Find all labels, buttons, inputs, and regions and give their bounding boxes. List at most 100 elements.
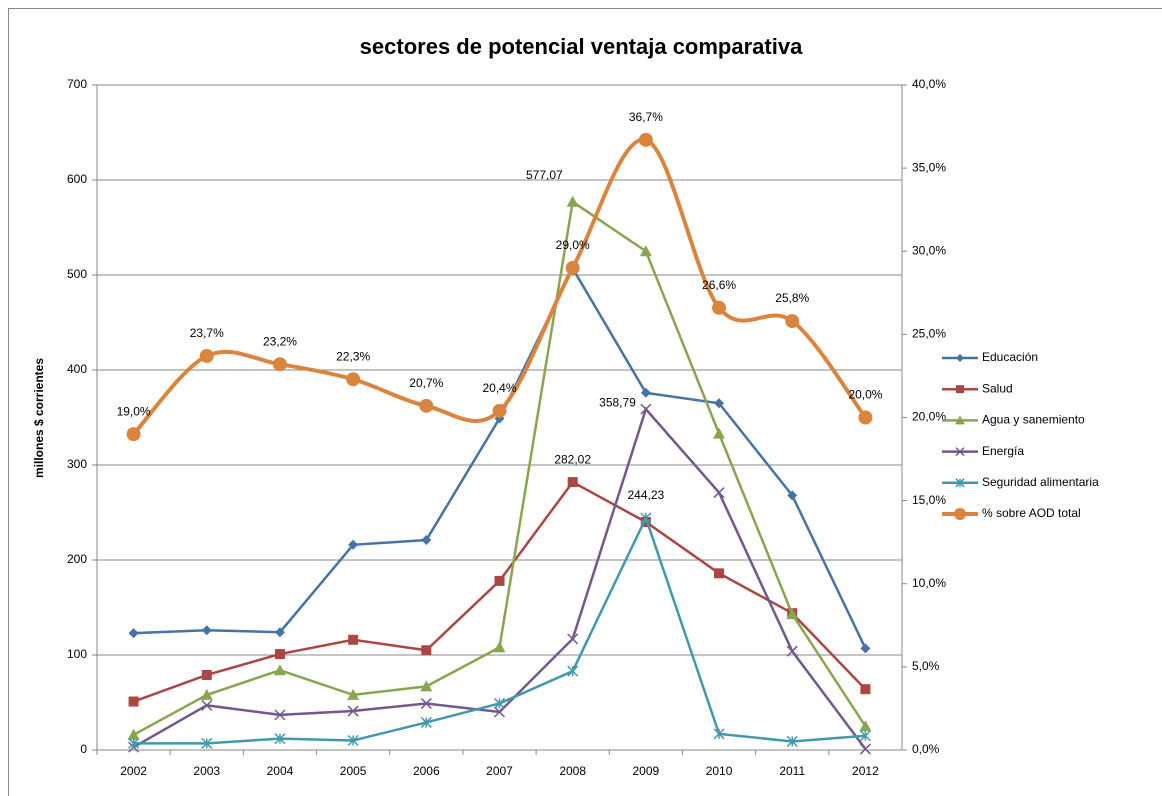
data-label: 29,0% [556,238,590,252]
x-tick-label: 2008 [559,764,586,778]
marker [420,716,432,728]
y2-tick-label: 35,0% [912,160,946,174]
marker [567,633,579,645]
data-label: 358,79 [599,395,636,409]
data-label: 23,7% [190,326,224,340]
marker [713,487,725,499]
y-axis-label: millones $ corrientes [32,358,46,478]
y-tick-label: 600 [67,172,87,186]
marker [200,688,213,700]
legend-label: % sobre AOD total [982,506,1081,520]
y2-tick-label: 30,0% [912,243,946,257]
y2-tick-label: 15,0% [912,493,946,507]
data-label: 20,7% [409,376,443,390]
marker [128,696,139,707]
marker [128,628,139,639]
legend-label: Educación [982,350,1038,364]
marker [274,627,285,638]
marker [348,634,359,645]
marker [787,490,798,501]
marker [201,737,213,749]
x-tick-label: 2005 [340,764,367,778]
x-tick-label: 2003 [193,764,220,778]
marker [567,665,579,677]
y-tick-label: 0 [80,742,87,756]
marker [347,705,359,717]
marker [860,684,871,695]
marker [567,477,578,488]
marker [955,447,965,457]
x-tick-label: 2004 [267,764,294,778]
data-label: 19,0% [117,404,151,418]
x-tick-label: 2007 [486,764,513,778]
marker [640,403,652,415]
plot-area [96,84,903,751]
marker [639,245,652,257]
marker [419,398,434,413]
data-label: 282,02 [554,452,591,466]
marker [565,260,580,275]
marker [273,664,286,676]
x-tick-label: 2002 [120,764,147,778]
marker [493,697,506,709]
y-tick-label: 500 [67,267,87,281]
marker [493,641,506,653]
marker [201,669,212,680]
marker [785,314,800,329]
data-label: 36,7% [629,110,663,124]
marker [786,645,798,657]
marker [274,733,286,745]
y2-tick-label: 25,0% [912,327,946,341]
marker [274,649,285,660]
y-tick-label: 100 [67,647,87,661]
y-tick-label: 300 [67,457,87,471]
marker [347,688,360,700]
marker [346,372,361,387]
marker [786,608,799,620]
x-tick-label: 2012 [852,764,879,778]
marker [201,699,213,711]
marker [201,625,212,636]
marker [956,385,964,394]
marker [421,535,432,546]
marker [566,195,579,207]
y2-tick-label: 0,0% [912,742,940,756]
marker [713,427,726,439]
marker [638,132,653,147]
marker [714,568,725,579]
y-tick-label: 200 [67,552,87,566]
marker [713,728,725,740]
data-label: 20,4% [482,381,516,395]
data-label: 23,2% [263,334,297,348]
data-label: 25,8% [775,291,809,305]
data-label: 577,07 [526,168,563,182]
y-tick-label: 400 [67,362,87,376]
marker [348,539,359,550]
marker [347,734,359,747]
legend-label: Seguridad alimentaria [982,475,1099,489]
marker [493,706,506,718]
marker [956,354,964,362]
marker [954,508,966,520]
marker [420,680,433,692]
marker [955,415,965,425]
marker [714,398,725,409]
marker [858,410,873,425]
x-tick-label: 2006 [413,764,440,778]
data-label: 244,23 [628,488,665,502]
marker [859,743,871,755]
marker [860,643,871,654]
data-label: 20,0% [848,388,882,402]
chart-title: sectores de potencial ventaja comparativ… [360,34,803,59]
y2-tick-label: 20,0% [912,410,946,424]
y2-tick-label: 5,0% [912,659,940,673]
marker [640,387,651,398]
marker [640,512,652,524]
legend-label: Agua y sanemiento [982,413,1085,427]
marker [494,575,505,586]
marker [272,357,287,372]
marker [199,348,214,363]
legend-label: Salud [982,381,1013,395]
marker [859,730,871,742]
